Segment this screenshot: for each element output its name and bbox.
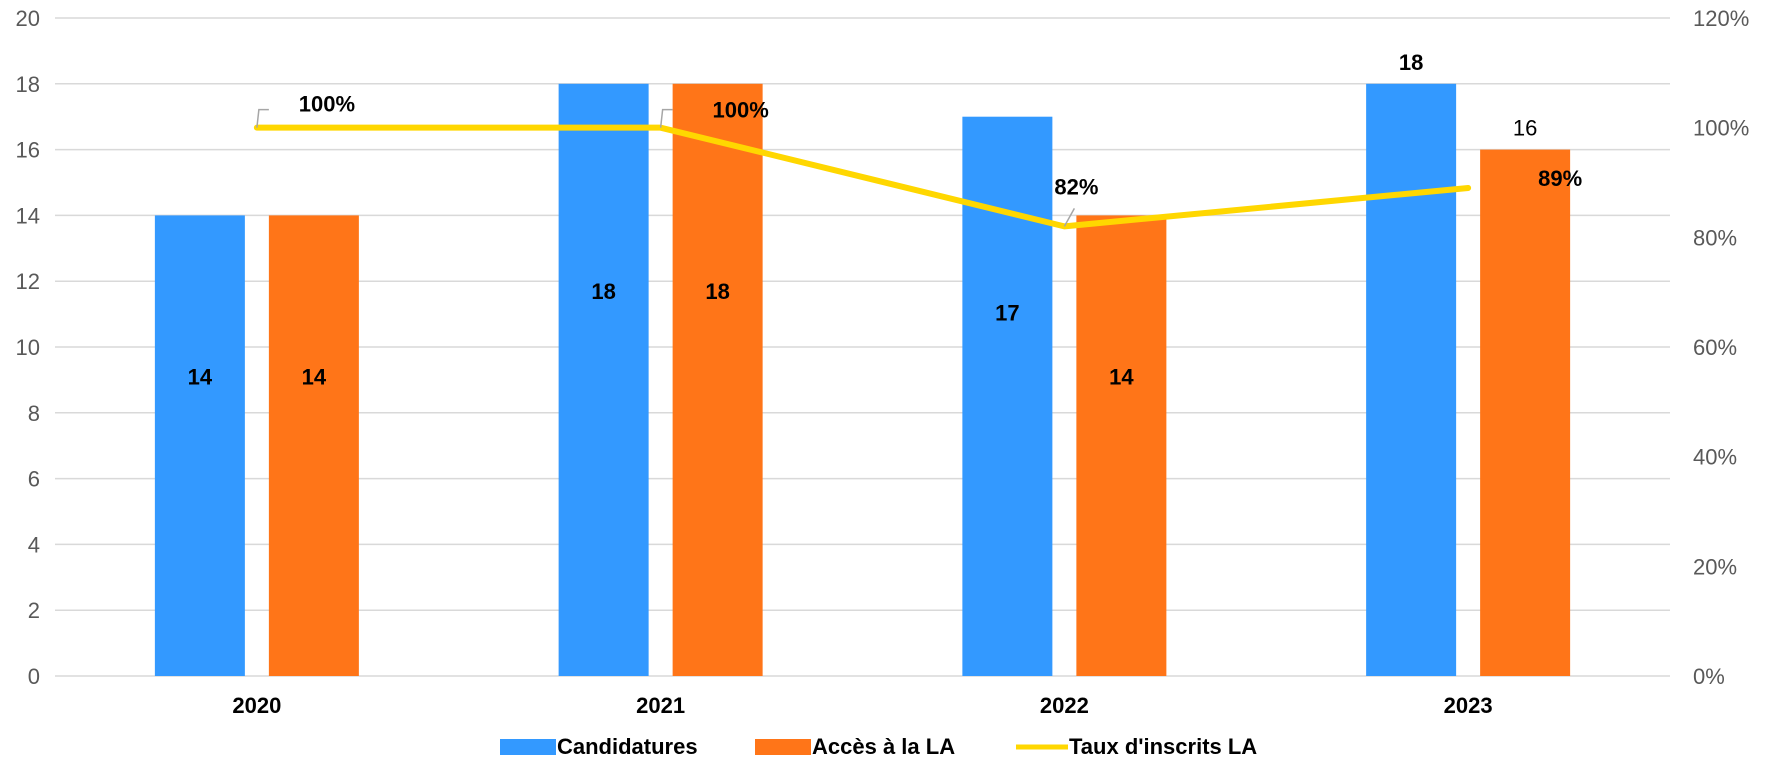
y-right-tick-label: 100%	[1693, 116, 1749, 141]
bar-data-label: 14	[302, 365, 327, 390]
y-left-tick-label: 16	[16, 138, 40, 163]
y-right-tick-label: 20%	[1693, 554, 1737, 579]
x-category-label: 2023	[1444, 693, 1493, 718]
line-taux-inscrits	[253, 124, 1472, 230]
bar-data-label: 14	[188, 365, 213, 390]
legend-label: Candidatures	[557, 734, 698, 759]
x-category-label: 2021	[636, 693, 685, 718]
legend-swatch-candidatures	[500, 739, 556, 755]
legend-swatch-acces-la	[755, 739, 811, 755]
bar-acces-la	[268, 215, 359, 676]
y-left-tick-label: 20	[16, 6, 40, 31]
bar-data-label: 17	[995, 300, 1019, 325]
bar-data-label: 18	[1399, 50, 1423, 75]
bar-data-label: 18	[591, 279, 615, 304]
bar-data-label: 16	[1513, 116, 1537, 141]
leader-line	[256, 108, 269, 128]
line-data-label: 82%	[1054, 174, 1098, 199]
y-left-tick-label: 14	[16, 203, 40, 228]
y-right-tick-label: 120%	[1693, 6, 1749, 31]
leader-line	[659, 108, 673, 128]
y-right-tick-label: 40%	[1693, 445, 1737, 470]
line-data-label: 89%	[1538, 166, 1582, 191]
line-data-label: 100%	[712, 98, 768, 123]
y-left-tick-label: 6	[28, 467, 40, 492]
y-left-tick-label: 0	[28, 664, 40, 689]
y-left-tick-label: 8	[28, 401, 40, 426]
y-left-tick-label: 12	[16, 269, 40, 294]
legend-label: Accès à la LA	[812, 734, 955, 759]
leader-line	[1063, 208, 1076, 227]
bar-acces-la	[672, 83, 763, 677]
bar-candidatures	[962, 116, 1053, 676]
bar-data-label: 14	[1109, 365, 1134, 390]
legend-label: Taux d'inscrits LA	[1069, 734, 1257, 759]
y-right-tick-label: 60%	[1693, 335, 1737, 360]
bar-data-label: 18	[705, 279, 729, 304]
bar-candidatures	[558, 83, 649, 677]
y-left-tick-label: 18	[16, 72, 40, 97]
bar-candidatures	[154, 215, 245, 676]
y-left-tick-label: 10	[16, 335, 40, 360]
bar-acces-la	[1480, 149, 1571, 677]
bar-acces-la	[1076, 215, 1167, 676]
y-right-tick-label: 0%	[1693, 664, 1725, 689]
y-left-tick-label: 2	[28, 598, 40, 623]
x-category-label: 2020	[232, 693, 281, 718]
bar-candidatures	[1366, 83, 1457, 677]
line-data-label: 100%	[299, 92, 355, 117]
y-left-tick-label: 4	[28, 532, 40, 557]
y-right-tick-label: 80%	[1693, 225, 1737, 250]
x-category-label: 2022	[1040, 693, 1089, 718]
